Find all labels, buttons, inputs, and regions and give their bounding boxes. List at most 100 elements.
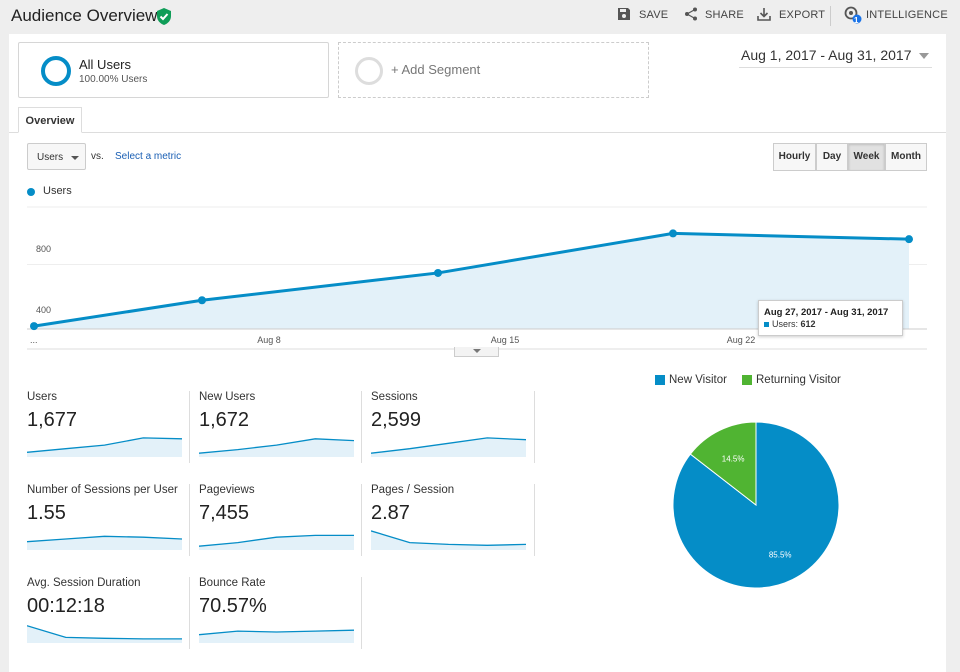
card-divider: [189, 484, 190, 556]
sparkline-area: [199, 630, 354, 643]
sparkline-area: [27, 437, 182, 457]
scorecard-label: Bounce Rate: [199, 577, 266, 589]
chart-legend-swatch: [27, 188, 35, 196]
select-metric-link[interactable]: Select a metric: [115, 151, 182, 162]
sparkline-line: [27, 535, 182, 543]
intelligence-badge: 1: [854, 16, 859, 25]
granularity-week[interactable]: Week: [848, 143, 885, 171]
card-divider: [361, 391, 362, 463]
export-icon: [757, 8, 771, 21]
card-divider: [361, 484, 362, 556]
scorecard-value: 1,672: [199, 409, 250, 431]
scorecard-sparkline: [199, 534, 354, 550]
segment-ring-icon: [41, 56, 71, 86]
sparkline-area: [27, 625, 182, 643]
data-point[interactable]: [669, 229, 677, 238]
scorecard-sparkline: [371, 530, 526, 550]
metric-dropdown[interactable]: Users: [27, 143, 86, 170]
sparkline-area: [199, 438, 354, 457]
scorecard-value: 1,677: [27, 409, 78, 431]
card-divider: [189, 577, 190, 649]
scorecard-label: Avg. Session Duration: [27, 577, 141, 589]
sparkline-line: [199, 629, 354, 636]
share-icon: [685, 7, 697, 21]
sparkline-line: [199, 438, 354, 454]
export-label: EXPORT: [779, 9, 826, 21]
users-line-chart[interactable]: 800 400... Aug 8 Aug 15 Aug 22: [9, 199, 946, 359]
metric-dropdown-value: Users: [37, 152, 64, 163]
card-divider: [534, 484, 535, 556]
scorecard-label: Pages / Session: [371, 484, 455, 496]
data-point[interactable]: [905, 235, 913, 244]
date-range-picker[interactable]: Aug 1, 2017 - Aug 31, 2017: [741, 47, 912, 63]
report-panel: All Users 100.00% Users + Add Segment Au…: [9, 34, 946, 672]
x-tick-label: Aug 22: [727, 335, 756, 345]
tooltip-value: 612: [800, 319, 816, 329]
scorecard-value: 2,599: [371, 409, 422, 431]
scorecard[interactable]: Pages / Session 2.87: [371, 484, 542, 570]
scorecard-label: Pageviews: [199, 484, 255, 496]
sparkline-area: [371, 530, 526, 550]
data-point[interactable]: [434, 268, 442, 277]
chart-collapse-handle[interactable]: [454, 347, 499, 357]
tooltip-value-line: Users: 612: [772, 319, 816, 329]
returning-visitor-label: Returning Visitor: [756, 374, 841, 386]
sparkline-line: [371, 530, 526, 546]
save-label: SAVE: [639, 9, 669, 21]
granularity-month[interactable]: Month: [885, 143, 927, 171]
data-point[interactable]: [30, 322, 38, 331]
sparkline-line: [371, 437, 526, 454]
pie-slice[interactable]: [689, 421, 757, 507]
granularity-day[interactable]: Day: [816, 143, 848, 171]
pie-slice[interactable]: [672, 421, 840, 589]
scorecard[interactable]: Pageviews 7,455: [199, 484, 370, 570]
sparkline-line: [199, 534, 354, 547]
card-divider: [361, 577, 362, 649]
scorecard-value: 1.55: [27, 502, 66, 524]
chevron-down-icon[interactable]: [919, 53, 929, 59]
scorecard[interactable]: New Users 1,672: [199, 391, 370, 477]
intelligence-label: INTELLIGENCE: [866, 9, 948, 21]
add-segment-button[interactable]: + Add Segment: [338, 42, 649, 98]
card-divider: [189, 391, 190, 463]
scorecard-sparkline: [371, 437, 526, 457]
granularity-hourly[interactable]: Hourly: [773, 143, 816, 171]
header-separator: [830, 6, 831, 26]
top-header: Audience Overview SAVE SHARE EXPORT: [0, 0, 960, 34]
pie-slice-label: 14.5%: [722, 454, 745, 463]
tab-divider: [9, 132, 946, 133]
x-tick-label: Aug 8: [257, 335, 281, 345]
scorecard-sparkline: [27, 535, 182, 550]
sparkline-line: [27, 625, 182, 640]
scorecard-value: 2.87: [371, 502, 410, 524]
tab-overview[interactable]: Overview: [18, 107, 82, 133]
returning-visitor-swatch: [742, 375, 752, 385]
scorecard[interactable]: Users 1,677: [27, 391, 198, 477]
visitor-type-pie-chart[interactable]: 85.5% 14.5%: [649, 391, 849, 591]
x-tick-label: Aug 15: [491, 335, 520, 345]
segment-all-users[interactable]: All Users 100.00% Users: [18, 42, 329, 98]
share-label: SHARE: [705, 9, 744, 21]
new-visitor-label: New Visitor: [669, 374, 727, 386]
scorecard-sparkline: [27, 625, 182, 643]
series-area: [34, 233, 909, 329]
add-segment-label: + Add Segment: [391, 62, 481, 77]
scorecard-value: 70.57%: [199, 595, 267, 617]
caret-down-icon: [473, 349, 481, 353]
scorecard[interactable]: Bounce Rate 70.57%: [199, 577, 370, 663]
scorecard-value: 7,455: [199, 502, 250, 524]
y-tick-label: 400: [36, 305, 51, 315]
sparkline-area: [371, 437, 526, 457]
scorecard-value: 00:12:18: [27, 595, 105, 617]
scorecard[interactable]: Number of Sessions per User 1.55: [27, 484, 198, 570]
scorecard-label: New Users: [199, 391, 256, 403]
y-tick-label: 800: [36, 244, 51, 254]
sparkline-line: [27, 437, 182, 453]
vs-label: vs.: [91, 151, 104, 162]
data-point[interactable]: [198, 296, 206, 305]
sparkline-area: [199, 535, 354, 550]
scorecard[interactable]: Avg. Session Duration 00:12:18: [27, 577, 198, 663]
tooltip-series-label: Users:: [772, 319, 799, 329]
add-segment-ring-icon: [355, 57, 383, 85]
scorecard[interactable]: Sessions 2,599: [371, 391, 542, 477]
